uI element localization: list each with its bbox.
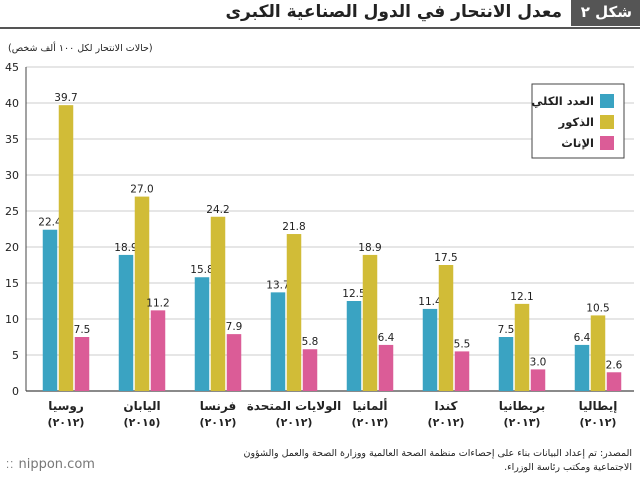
data-label: 10.5 <box>586 302 609 314</box>
bar <box>514 303 530 391</box>
bar <box>134 196 150 391</box>
category-year-label: (٢٠١٣) <box>504 416 541 429</box>
legend-label: الإناث <box>561 136 594 150</box>
y-tick-label: 40 <box>5 97 19 110</box>
data-label: 3.0 <box>530 356 547 368</box>
category-label: بريطانيا <box>499 399 546 413</box>
data-label: 7.9 <box>226 321 243 333</box>
bar <box>286 234 302 391</box>
data-label: 7.5 <box>74 324 91 336</box>
data-label: 7.5 <box>498 324 515 336</box>
data-label: 15.8 <box>190 264 213 276</box>
y-tick-label: 25 <box>5 205 19 218</box>
category-year-label: (٢٠١٢) <box>580 416 617 429</box>
data-label: 5.5 <box>454 338 471 350</box>
category-year-label: (٢٠١٢) <box>428 416 465 429</box>
data-label: 13.7 <box>266 279 289 291</box>
bar <box>42 229 58 391</box>
y-tick-label: 20 <box>5 241 19 254</box>
data-label: 22.4 <box>38 217 62 229</box>
data-label: 12.5 <box>342 288 365 300</box>
brand-logo: ⁚⁚ nippon.com <box>6 457 95 472</box>
legend-swatch <box>600 136 614 150</box>
bar <box>302 349 318 391</box>
source-line-1: المصدر: تم إعداد البيانات بناء على إحصاء… <box>243 448 632 459</box>
bar <box>454 351 470 391</box>
category-year-label: (٢٠١٢) <box>276 416 313 429</box>
category-year-label: (٢٠١٢) <box>200 416 237 429</box>
bar <box>574 344 590 391</box>
data-label: 18.9 <box>114 242 137 254</box>
data-label: 11.2 <box>146 297 169 309</box>
category-label: روسيا <box>48 399 84 414</box>
data-label: 24.2 <box>206 204 229 216</box>
bar <box>226 334 242 391</box>
bar <box>422 308 438 391</box>
y-tick-label: 0 <box>12 385 19 398</box>
data-label: 27.0 <box>130 184 153 196</box>
figure-label: شكل ٢ <box>580 3 632 21</box>
bar <box>194 277 210 391</box>
legend-swatch <box>600 115 614 129</box>
y-tick-label: 5 <box>12 349 19 362</box>
category-label: فرنسا <box>200 399 237 413</box>
bar <box>74 337 90 391</box>
title-rule <box>0 27 640 29</box>
source-line-2: الاجتماعية ومكتب رئاسة الوزراء. <box>504 462 632 473</box>
category-label: اليابان <box>123 399 160 413</box>
legend-label: العدد الكلي <box>531 94 594 108</box>
bar <box>210 216 226 391</box>
bar <box>438 265 454 391</box>
data-label: 2.6 <box>606 359 623 371</box>
brand-name: nippon.com <box>18 457 95 472</box>
data-label: 6.4 <box>378 332 395 344</box>
figure-label-box <box>571 0 640 26</box>
bar <box>530 369 546 391</box>
data-label: 5.8 <box>302 336 319 348</box>
bar <box>346 301 362 391</box>
bar <box>498 337 514 391</box>
y-axis-label: (حالات الانتحار لكل ١٠٠ ألف شخص) <box>8 43 153 54</box>
data-label: 11.4 <box>418 296 442 308</box>
category-label: ألمانيا <box>352 398 387 413</box>
category-year-label: (٢٠١٣) <box>352 416 389 429</box>
bar <box>606 372 622 391</box>
bar <box>378 344 394 391</box>
bar <box>270 292 286 391</box>
y-tick-label: 10 <box>5 313 19 326</box>
data-label: 6.4 <box>574 332 591 344</box>
bar <box>150 310 166 391</box>
y-tick-label: 45 <box>5 61 19 74</box>
category-year-label: (٢٠١٥) <box>124 416 161 429</box>
y-tick-label: 15 <box>5 277 19 290</box>
category-label: الولايات المتحدة <box>247 399 342 414</box>
bar <box>362 254 378 391</box>
y-tick-label: 35 <box>5 133 19 146</box>
bar-chart: 0 5 10 15 20 25 30 35 40 45 22.4 39.7 7.5 روسيا (٢٠١٢)… <box>5 61 634 429</box>
category-label: إيطاليا <box>579 399 618 413</box>
data-label: 17.5 <box>434 252 457 264</box>
bar <box>118 254 134 391</box>
data-label: 18.9 <box>358 242 381 254</box>
brand-dots-icon: ⁚⁚ <box>6 460 15 471</box>
category-year-label: (٢٠١٢) <box>48 416 85 429</box>
legend-label: الذكور <box>558 115 594 130</box>
data-label: 39.7 <box>54 92 77 104</box>
data-label: 12.1 <box>510 291 533 303</box>
bar <box>58 105 74 391</box>
y-tick-label: 30 <box>5 169 19 182</box>
bar <box>590 315 606 391</box>
chart-title: معدل الانتحار في الدول الصناعية الكبرى <box>225 2 562 22</box>
legend-swatch <box>600 94 614 108</box>
data-label: 21.8 <box>282 221 305 233</box>
category-label: كندا <box>435 399 458 413</box>
